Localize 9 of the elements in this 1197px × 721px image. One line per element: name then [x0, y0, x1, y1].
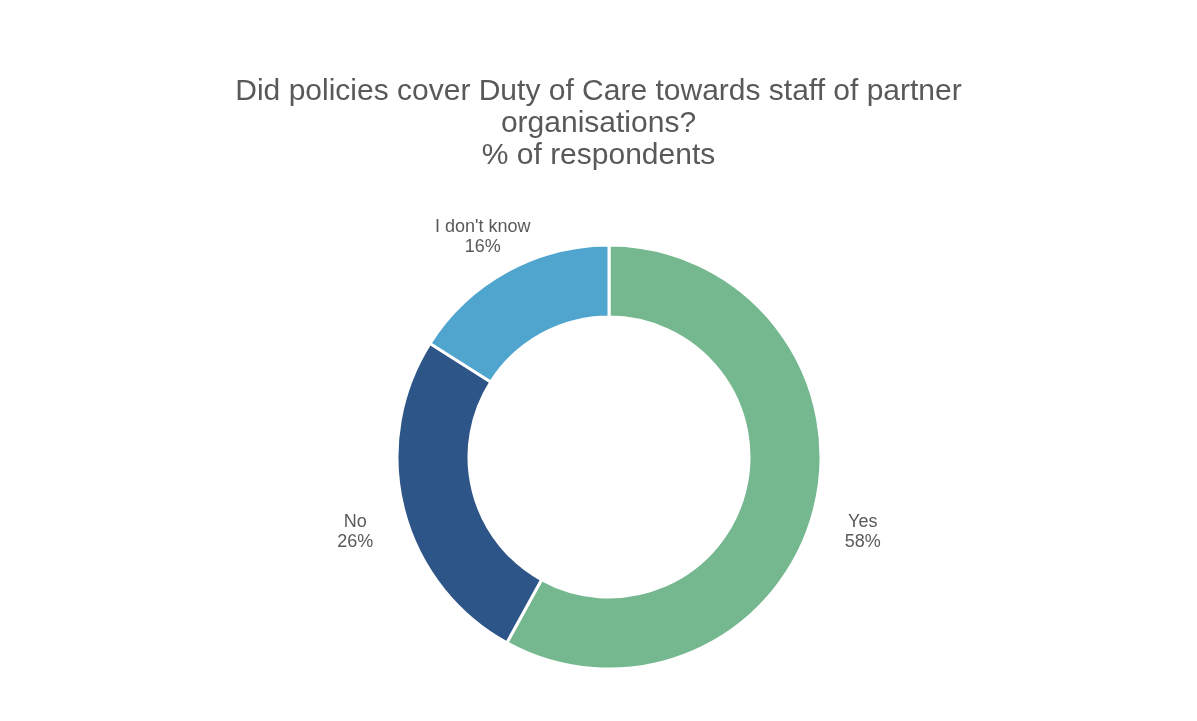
data-label: 26% [337, 531, 374, 552]
text: % of respondents [481, 137, 716, 170]
text: organisations? [500, 105, 697, 138]
data-label: 16% [464, 236, 501, 257]
slice-label: Yes [848, 511, 878, 532]
text: Did policies cover Duty of Care towards staff of partner [235, 73, 962, 106]
slice-label: No [343, 511, 367, 532]
slice-label: I don't know [435, 216, 532, 237]
data-label: 58% [844, 531, 881, 552]
